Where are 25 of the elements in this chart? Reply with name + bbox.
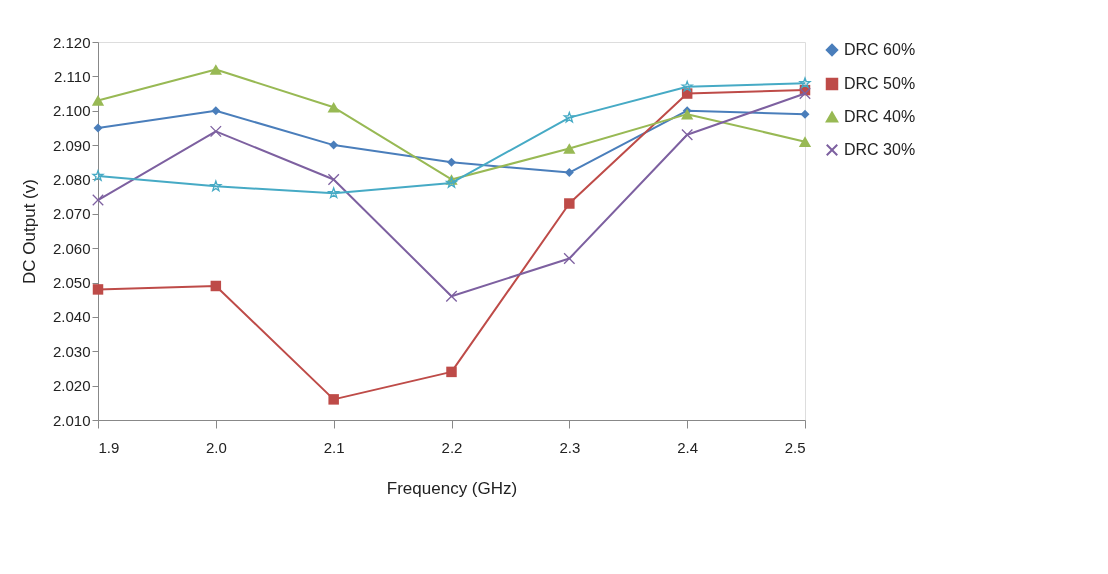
x-tick-label: 2.4: [677, 438, 699, 456]
y-tick-label: 2.070: [52, 205, 91, 223]
y-tick-label: 2.050: [52, 274, 91, 292]
x-axis-title: Frequency (GHz): [386, 478, 518, 498]
x-tick-label: 2.0: [205, 438, 227, 456]
legend-label: DRC 40%: [844, 108, 916, 125]
y-tick-label: 2.010: [52, 411, 91, 429]
x-tick-label: 2.2: [441, 438, 463, 456]
y-tick-label: 2.120: [52, 33, 91, 51]
y-tick-label: 2.080: [52, 170, 91, 188]
x-tick-label: 2.3: [559, 438, 581, 456]
y-tick-label: 2.020: [52, 377, 91, 395]
legend-label: DRC 50%: [844, 75, 916, 92]
x-tick-label: 2.1: [323, 438, 345, 456]
legend-label: DRC 60%: [844, 41, 916, 58]
y-tick-label: 2.040: [52, 308, 91, 326]
legend-label: DRC 30%: [844, 141, 916, 158]
y-tick-label: 2.110: [54, 67, 91, 85]
x-tick-label: 1.9: [98, 438, 120, 456]
y-tick-label: 2.090: [52, 136, 91, 154]
y-axis-title: DC Output (v): [19, 179, 39, 284]
x-tick-label: 2.5: [784, 438, 806, 456]
y-tick-label: 2.100: [52, 102, 91, 120]
y-tick-label: 2.030: [52, 342, 91, 360]
y-tick-label: 2.060: [52, 239, 91, 257]
